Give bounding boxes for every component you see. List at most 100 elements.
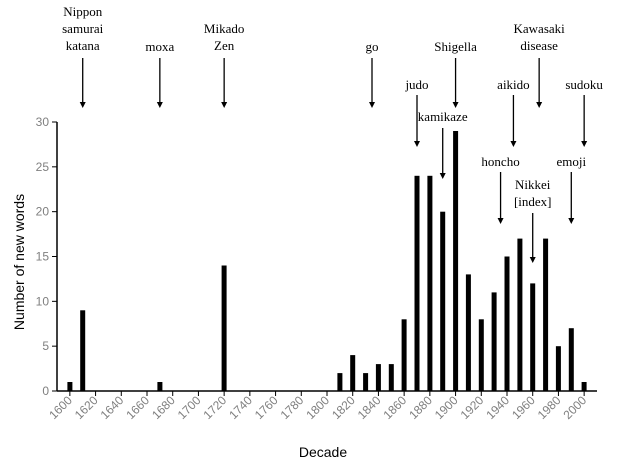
annotation-shigella: Shigella: [434, 39, 477, 108]
annotation-mikado: Mikado Zen: [204, 21, 244, 108]
annotation-arrowhead: [497, 218, 504, 224]
annotation-arrowhead: [221, 102, 228, 108]
annotation-arrowhead: [529, 257, 536, 263]
bar-1940: [504, 256, 510, 391]
bar-2000: [581, 382, 587, 391]
y-tick-label: 10: [36, 294, 50, 308]
annotations-group: Nippon samurai katana moxa Mikado Zen go judo Sh…: [62, 4, 603, 263]
annotation-label: Kawasaki: [514, 21, 566, 36]
bar-1880: [427, 175, 433, 391]
x-tick-label: 1640: [98, 393, 127, 422]
annotation-aikido: aikido: [497, 77, 530, 147]
bar-1840: [375, 364, 381, 391]
annotation-label: moxa: [145, 39, 174, 54]
bar-1850: [388, 364, 394, 391]
bar-1900: [453, 131, 459, 391]
bar-1890: [440, 211, 446, 391]
y-tick-label: 0: [42, 384, 49, 398]
bar-1870: [414, 175, 420, 391]
x-tick-label: 1740: [226, 393, 255, 422]
x-tick-label: 1760: [252, 393, 281, 422]
annotation-honcho: honcho: [481, 154, 520, 224]
annotation-arrowhead: [510, 141, 517, 147]
x-tick-label: 1700: [175, 393, 204, 422]
x-tick-label: 1680: [149, 393, 178, 422]
annotation-label: sudoku: [565, 77, 603, 92]
x-tick-label: 1660: [123, 393, 152, 422]
annotation-label: [index]: [514, 194, 552, 209]
annotation-arrowhead: [536, 102, 543, 108]
annotation-label: go: [366, 39, 379, 54]
bar-1960: [530, 283, 536, 391]
x-tick-label: 1840: [355, 393, 384, 422]
y-axis-title: Number of new words: [11, 194, 27, 330]
annotation-label: Zen: [214, 38, 235, 53]
annotation-arrowhead: [581, 141, 588, 147]
annotation-arrowhead: [452, 102, 459, 108]
annotation-label: Shigella: [434, 39, 477, 54]
y-tick-label: 25: [36, 160, 50, 174]
x-tick-label: 1980: [535, 393, 564, 422]
x-tick-label: 1960: [509, 393, 538, 422]
x-tick-label: 1880: [406, 393, 435, 422]
annotation-label: kamikaze: [418, 109, 468, 124]
x-tick-label: 1780: [278, 393, 307, 422]
annotation-moxa: moxa: [145, 39, 175, 108]
annotation-kamikaze: kamikaze: [418, 109, 468, 179]
x-tick-label: 1720: [200, 393, 229, 422]
annotation-label: katana: [66, 38, 100, 53]
annotation-label: samurai: [62, 21, 104, 36]
annotation-sudoku: sudoku: [565, 77, 603, 147]
x-tick-label: 1800: [303, 393, 332, 422]
x-tick-label: 1920: [458, 393, 487, 422]
annotation-emoji: emoji: [556, 154, 586, 224]
annotation-label: Mikado: [204, 21, 244, 36]
bar-1910: [465, 274, 471, 391]
annotation-label: judo: [404, 77, 428, 92]
y-tick-label: 30: [36, 115, 50, 129]
y-tick-label: 5: [42, 339, 49, 353]
bar-1970: [543, 238, 549, 391]
y-tick-label: 15: [36, 250, 50, 264]
bar-1980: [555, 346, 561, 391]
bar-1830: [363, 373, 369, 391]
bar-1860: [401, 319, 407, 391]
annotation-kawasaki: Kawasaki disease: [514, 21, 566, 108]
annotation-arrowhead: [414, 141, 420, 147]
x-tick-label: 1940: [483, 393, 512, 422]
annotation-arrowhead: [369, 102, 375, 108]
bar-1930: [491, 292, 497, 391]
bar-1990: [568, 328, 574, 391]
bar-1820: [350, 355, 356, 391]
x-tick-label: 1900: [432, 393, 461, 422]
bar-1920: [478, 319, 484, 391]
y-tick-label: 20: [36, 205, 50, 219]
x-tick-label: 2000: [560, 393, 589, 422]
annotation-nippon: Nippon samurai katana: [62, 4, 104, 108]
bar-1610: [80, 310, 86, 391]
annotation-label: honcho: [481, 154, 519, 169]
annotation-label: emoji: [556, 154, 586, 169]
annotation-arrowhead: [79, 102, 86, 108]
annotation-label: Nikkei: [515, 177, 551, 192]
annotation-label: Nippon: [63, 4, 103, 19]
x-tick-label: 1860: [380, 393, 409, 422]
bar-1600: [67, 382, 73, 391]
x-axis-title: Decade: [299, 444, 347, 460]
bar-1720: [221, 265, 227, 391]
annotation-judo: judo: [404, 77, 429, 147]
annotation-label: disease: [520, 38, 558, 53]
x-tick-label: 1600: [46, 393, 75, 422]
x-tick-label: 1620: [72, 393, 101, 422]
annotation-arrowhead: [439, 173, 446, 179]
annotation-arrowhead: [156, 102, 163, 108]
annotation-nikkei: Nikkei [index]: [514, 177, 552, 263]
bar-1950: [517, 238, 523, 391]
bars-group: [67, 131, 587, 391]
bar-1670: [157, 382, 163, 391]
annotation-arrowhead: [568, 218, 575, 224]
bar-1810: [337, 373, 343, 391]
annotation-label: aikido: [497, 77, 530, 92]
x-tick-label: 1820: [329, 393, 358, 422]
